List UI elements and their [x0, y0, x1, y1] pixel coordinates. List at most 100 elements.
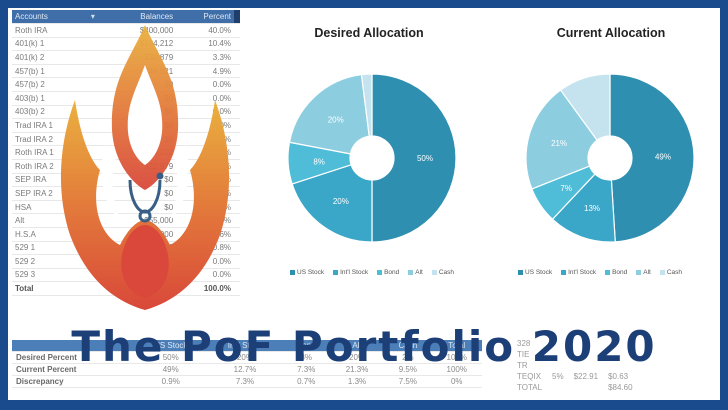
total-percent: 100.0% — [176, 281, 234, 296]
account-name[interactable]: 403(b) 1 — [12, 91, 89, 106]
summary-cell: 7.5% — [384, 375, 432, 388]
account-name[interactable]: 401(k) 2 — [12, 50, 89, 65]
fund-cost-cell — [569, 382, 603, 393]
legend-item: Cash — [431, 269, 455, 276]
summary-cell: 7.3% — [207, 375, 283, 388]
account-edge — [234, 241, 240, 256]
summary-cell: 12.7% — [207, 363, 283, 376]
account-edge — [234, 186, 240, 201]
account-percent[interactable]: 0.0% — [176, 77, 234, 92]
account-name[interactable]: 529 1 — [12, 241, 89, 256]
slice-int-l-stock — [291, 164, 373, 243]
summary-header-us-stock: US Stock — [134, 340, 208, 352]
legend-item: Cash — [659, 269, 682, 276]
slice-cash — [559, 73, 611, 142]
slice-label: 20% — [328, 115, 344, 124]
account-percent[interactable]: 10.4% — [176, 37, 234, 52]
summary-header-blank — [12, 340, 135, 352]
legend-swatch — [377, 270, 383, 275]
thumbnail-canvas: Accounts ▾ Balances Percent Roth IRA $400… — [8, 8, 720, 400]
slice-us-stock — [609, 73, 695, 243]
summary-header-cash: Cash — [384, 340, 432, 352]
summary-cell: 0.7% — [282, 375, 330, 388]
current-allocation-legend: US Stock Int'l Stock Bond Alt Cash — [518, 269, 682, 276]
account-percent[interactable]: 4.9% — [176, 64, 234, 79]
fund-cost-table: 328 TIE TR TEQIX 5% $22.91 $0.63 TOTAL $84.60 — [512, 338, 638, 393]
summary-cell: 21.3% — [329, 363, 385, 376]
fund-cost-cell: TOTAL — [517, 383, 543, 392]
legend-swatch — [659, 270, 665, 275]
account-spacer — [88, 91, 97, 106]
header-accounts[interactable]: Accounts — [12, 10, 89, 24]
account-percent[interactable]: 40.0% — [176, 23, 234, 38]
account-edge — [234, 227, 240, 242]
account-edge — [234, 200, 240, 215]
account-percent[interactable]: 3.3% — [176, 50, 234, 65]
legend-label: Bond — [384, 269, 400, 276]
summary-cell: 1.3% — [329, 375, 385, 388]
chart-title-desired: Desired Allocation — [314, 26, 424, 40]
account-percent[interactable]: 0.0% — [176, 91, 234, 106]
account-spacer — [88, 105, 97, 120]
legend-label: US Stock — [297, 269, 325, 276]
fund-cost-cell: TIE — [517, 350, 530, 359]
fund-cost-cell: $84.60 — [608, 383, 633, 392]
slice-label: 49% — [655, 152, 671, 161]
slice-label: 50% — [417, 154, 433, 163]
legend-label: Bond — [612, 269, 628, 276]
legend-item: US Stock — [290, 269, 324, 276]
legend-label: Int'l Stock — [340, 269, 369, 276]
summary-row: Discrepancy 0.9% 7.3% 0.7% 1.3% 7.5% 0% — [12, 375, 482, 388]
summary-cell: 20% — [329, 351, 385, 364]
account-spacer — [88, 118, 97, 133]
header-percent[interactable]: Percent — [176, 10, 234, 24]
legend-swatch — [408, 270, 414, 275]
summary-cell: 0% — [431, 375, 482, 388]
column-selector[interactable] — [234, 10, 240, 24]
fund-cost-row: TOTAL $84.60 — [512, 382, 638, 393]
legend-item: US Stock — [518, 269, 552, 276]
account-spacer — [88, 23, 97, 38]
account-balance[interactable]: $400,000 — [96, 23, 177, 38]
summary-cell: 100% — [431, 351, 482, 364]
legend-label: Cash — [438, 269, 455, 276]
account-name[interactable]: Roth IRA — [12, 23, 89, 38]
legend-item: Int'l Stock — [561, 269, 596, 276]
allocation-summary-table: US Stock Int'l Stock Bond Alt Cash Total… — [12, 340, 482, 388]
summary-row: Desired Percent 50% 20% 8% 20% 2% 100% — [12, 351, 482, 364]
account-name[interactable]: 403(b) 2 — [12, 105, 89, 120]
legend-swatch — [431, 270, 437, 275]
account-edge — [234, 173, 240, 188]
account-name[interactable]: 529 2 — [12, 254, 89, 269]
account-name[interactable]: 457(b) 2 — [12, 77, 89, 92]
legend-item: Int'l Stock — [333, 269, 368, 276]
account-row[interactable]: 401(k) 2$32,8793.3% — [12, 50, 240, 65]
pof-flame-logo — [60, 25, 230, 310]
account-edge — [234, 145, 240, 160]
summary-header-total: Total — [431, 340, 482, 352]
summary-cell: 50% — [134, 351, 208, 364]
account-name[interactable]: 457(b) 1 — [12, 64, 89, 79]
summary-header-alt: Alt — [329, 340, 385, 352]
account-spacer — [88, 145, 97, 160]
summary-cell: 2% — [384, 351, 432, 364]
account-spacer — [88, 132, 97, 147]
legend-swatch — [561, 270, 567, 275]
fund-cost-cell: 5% — [552, 372, 564, 381]
account-name[interactable]: 401(k) 1 — [12, 37, 89, 52]
summary-cell: 7.3% — [282, 363, 330, 376]
account-row[interactable]: Roth IRA $400,000 40.0% — [12, 23, 240, 38]
legend-swatch — [333, 270, 339, 275]
summary-cell: 100% — [431, 363, 482, 376]
summary-header-row: US Stock Int'l Stock Bond Alt Cash Total — [12, 340, 482, 352]
summary-row: Current Percent 49% 12.7% 7.3% 21.3% 9.5% 100% — [12, 363, 482, 376]
fund-cost-row: 328 — [512, 338, 638, 349]
slice-alt — [525, 89, 598, 190]
legend-item: Bond — [605, 269, 627, 276]
header-balances[interactable]: Balances — [96, 10, 177, 24]
account-edge — [234, 64, 240, 79]
summary-cell: 9.5% — [384, 363, 432, 376]
summary-cell: 8% — [282, 351, 330, 364]
filter-dropdown-icon[interactable]: ▾ — [88, 10, 97, 24]
